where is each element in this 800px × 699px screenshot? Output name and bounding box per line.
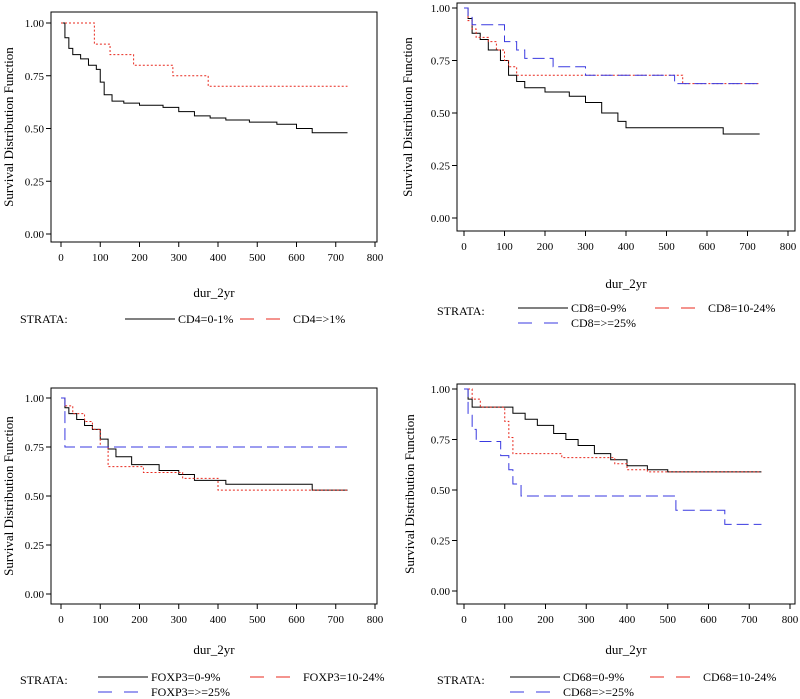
x-tick-label: 600 [700,614,717,626]
x-tick-label: 700 [741,614,758,626]
x-tick-label: 100 [496,241,513,253]
legend-title: STRATA: [20,312,68,326]
y-tick-label: 0.25 [431,536,451,548]
legend-title: STRATA: [20,673,68,687]
x-tick-label: 100 [92,614,109,626]
y-tick-label: 0.75 [25,71,45,83]
legend-label-cd8-10-24pct: CD8=10-24% [708,301,775,315]
x-tick-label: 300 [171,252,188,264]
plot-frame [456,383,796,605]
x-tick-label: 600 [288,614,305,626]
legend-label-foxp3-10-24pct: FOXP3=10-24% [303,670,384,684]
x-axis-title: dur_2yr [605,642,647,657]
x-tick-label: 300 [578,614,595,626]
y-tick-label: 0.25 [25,540,45,552]
x-tick-label: 0 [58,252,64,264]
y-tick-label: 0.75 [431,56,451,68]
y-tick-label: 0.00 [25,589,45,601]
x-tick-label: 800 [367,252,384,264]
x-tick-label: 800 [782,614,799,626]
series-line-cd8-ge25pct [464,7,760,85]
x-tick-label: 400 [619,614,636,626]
series-line-cd68-0-9pct [464,388,762,473]
y-tick-label: 1.00 [25,18,45,30]
x-tick-label: 100 [92,252,109,264]
x-tick-label: 200 [537,614,554,626]
y-tick-label: 0.50 [431,108,451,120]
x-tick-label: 200 [131,252,148,264]
series-line-cd8-0-9pct [464,7,760,135]
series-line-foxp3-0-9pct [61,397,348,491]
x-tick-label: 500 [660,614,677,626]
x-tick-label: 0 [461,241,467,253]
legend-label-cd8-ge25pct: CD8=>=25% [571,316,636,330]
y-tick-label: 0.25 [25,176,45,188]
plot-frame [50,11,378,243]
chart-panel-2: 0 100 200 300 400 500 600 700 800 0.00 0.25 0.50 0.7… [400,2,797,330]
y-tick-label: 0.50 [431,485,451,497]
x-tick-label: 600 [288,252,305,264]
x-tick-label: 200 [537,241,554,253]
y-tick-label: 1.00 [431,384,451,396]
plot-frame [456,2,796,232]
chart-panel-4: 0 100 200 300 400 500 600 700 800 0.00 0.25 0.50 0.7… [402,383,799,699]
legend-title: STRATA: [437,673,485,687]
chart-panel-3: 0 100 200 300 400 500 600 700 800 0.00 0.25 0.50 0.7… [1,387,384,699]
x-axis-title: dur_2yr [193,642,235,657]
series-line-cd4gt1pct [61,22,348,87]
x-tick-label: 300 [577,241,594,253]
legend-title: STRATA: [437,304,485,318]
y-tick-label: 0.50 [25,124,45,136]
x-tick-label: 700 [328,252,345,264]
y-tick-label: 0.50 [25,491,45,503]
x-tick-label: 700 [739,241,756,253]
x-tick-label: 400 [618,241,635,253]
legend-label-foxp3-ge25pct: FOXP3=>=25% [151,685,230,699]
x-axis-title: dur_2yr [605,276,647,291]
y-tick-label: 0.75 [431,435,451,447]
legend-label-cd68-ge25pct: CD68=>=25% [563,685,634,699]
x-tick-label: 800 [780,241,797,253]
y-tick-label: 0.00 [25,229,45,241]
x-tick-label: 200 [131,614,148,626]
x-tick-label: 300 [171,614,188,626]
series-line-foxp3-ge25pct [61,397,348,448]
y-tick-label: 0.25 [431,161,451,173]
x-tick-label: 400 [210,252,227,264]
plot-frame [50,387,378,605]
y-tick-label: 0.00 [431,213,451,225]
series-line-cd68-10-24pct [464,388,762,473]
x-tick-label: 0 [461,614,467,626]
x-tick-label: 700 [328,614,345,626]
legend-label-cd4gt1pct: CD4=>1% [293,312,345,326]
x-tick-label: 500 [658,241,675,253]
x-tick-label: 400 [210,614,227,626]
series-line-cd4-0-1pct [61,22,348,134]
x-tick-label: 800 [367,614,384,626]
legend-label-cd68-0-9pct: CD68=0-9% [563,670,624,684]
x-tick-label: 500 [249,614,266,626]
x-tick-label: 600 [699,241,716,253]
legend-label-cd4-0-1pct: CD4=0-1% [178,312,233,326]
x-tick-label: 500 [249,252,266,264]
y-axis-title: Survival Distribution Function [402,414,417,574]
y-tick-label: 1.00 [431,3,451,15]
legend-label-cd68-10-24pct: CD68=10-24% [703,670,776,684]
x-tick-label: 100 [497,614,514,626]
legend-label-foxp3-0-9pct: FOXP3=0-9% [151,670,220,684]
x-axis-title: dur_2yr [193,285,235,300]
series-line-foxp3-10-24pct [61,397,348,491]
y-axis-title: Survival Distribution Function [400,37,415,197]
series-line-cd68-ge25pct [464,388,762,525]
y-axis-title: Survival Distribution Function [1,47,16,207]
chart-panel-1: 0 100 200 300 400 500 600 700 800 0.00 0.25 0.50 0.7… [1,11,384,326]
x-tick-label: 0 [58,614,64,626]
y-tick-label: 0.75 [25,442,45,454]
y-tick-label: 0.00 [431,586,451,598]
y-tick-label: 1.00 [25,393,45,405]
y-axis-title: Survival Distribution Function [1,416,16,576]
legend-label-cd8-0-9pct: CD8=0-9% [571,301,626,315]
